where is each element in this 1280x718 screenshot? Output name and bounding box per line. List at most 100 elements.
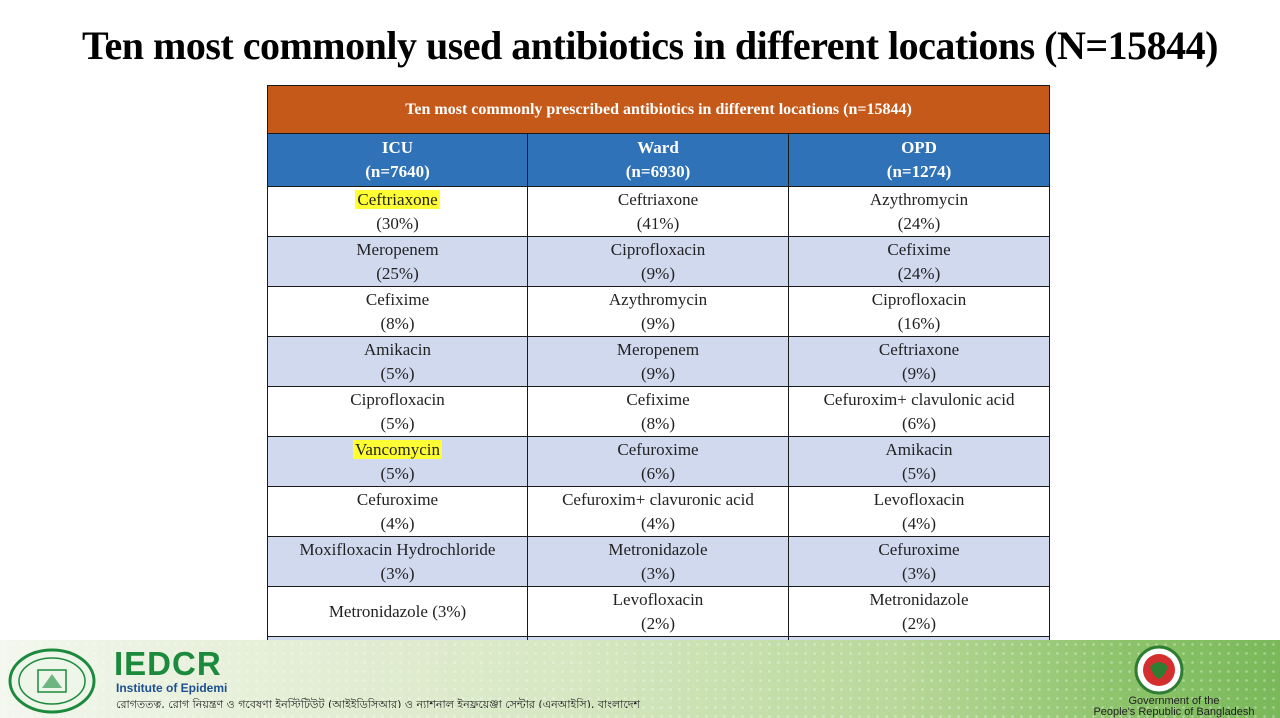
cell-ward: Ceftriaxone (41%) [527,186,789,237]
drug-name: Metronidazole (3%) [328,601,467,621]
drug-percentage: (5%) [380,363,415,383]
cell-opd: Azythromycin (24%) [787,186,1051,237]
drug-name: Metronidazole [608,539,708,559]
cell-opd: Metronidazole (2%) [787,586,1051,637]
drug-percentage: (9%) [902,363,936,383]
drug-percentage: (30%) [376,213,419,233]
drug-percentage: (9%) [641,363,675,383]
cell-ward: Levofloxacin (2%) [527,586,789,637]
slide-title: Ten most commonly used antibiotics in di… [82,23,1218,68]
drug-name: Cefuroxime [878,539,960,559]
drug-percentage: (6%) [902,413,936,433]
column-name: Ward [637,138,679,157]
cell-icu: Ceftriaxone (30%) [267,186,528,237]
table-caption: Ten most commonly prescribed antibiotics… [266,85,1051,134]
cell-opd: Amikacin (5%) [787,436,1051,487]
cell-icu: Cefixime (8%) [267,286,528,337]
antibiotics-table: Ten most commonly prescribed antibiotics… [266,85,1051,687]
drug-percentage: (2%) [641,613,675,633]
drug-percentage: (4%) [641,513,675,533]
bangladesh-government-emblem-icon [1134,645,1184,695]
cell-opd: Ciprofloxacin (16%) [787,286,1051,337]
column-count: (n=6930) [625,162,691,181]
gov-line-1: Government of the [1128,695,1220,707]
drug-percentage: (9%) [641,313,675,333]
drug-percentage: (5%) [380,413,415,433]
cell-ward: Cefixime (8%) [527,386,789,437]
drug-name: Ciprofloxacin [610,239,706,259]
drug-percentage: (4%) [380,513,415,533]
column-header-icu: ICU (n=7640) [267,133,528,187]
government-caption: Government of the People's Republic of B… [1076,696,1272,718]
drug-name: Amikacin [363,339,432,359]
table-row: Meropenem (25%) Ciprofloxacin (9%) Cefixime (… [267,236,1051,287]
drug-name: Ceftriaxone [878,339,960,359]
drug-percentage: (8%) [380,313,415,333]
table-row: Amikacin (5%) Meropenem (9%) Ceftriaxone (9%) [267,336,1051,387]
cell-ward: Ciprofloxacin (9%) [527,236,789,287]
table-row: Moxifloxacin Hydrochloride (3%) Metronidaz… [267,536,1051,587]
drug-name: Azythromycin [608,289,708,309]
drug-name: Levofloxacin [612,589,704,609]
iedcr-logo-text: IEDCR [114,645,222,682]
drug-name: Ciprofloxacin [350,389,445,409]
column-count: (n=1274) [886,162,952,181]
table-row: Ceftriaxone (30%) Ceftriaxone (41%) Azythrom… [267,186,1051,237]
iedcr-seal-icon [8,648,96,714]
cell-opd: Cefixime (24%) [787,236,1051,287]
column-name: ICU [381,138,414,157]
cell-icu: Metronidazole (3%) [267,586,528,637]
drug-name: Cefixime [887,239,951,259]
drug-percentage: (25%) [376,263,419,283]
cell-ward: Cefuroxim+ clavuronic acid (4%) [527,486,789,537]
table-row: Ciprofloxacin (5%) Cefixime (8%) Cefuroxim+ … [267,386,1051,437]
column-header-opd: OPD (n=1274) [787,133,1051,187]
drug-name: Ceftriaxone [355,189,440,209]
cell-opd: Levofloxacin (4%) [787,486,1051,537]
drug-name: Cefuroxime [617,439,699,459]
drug-percentage: (5%) [902,463,936,483]
drug-name: Metronidazole [869,589,969,609]
column-header-ward: Ward (n=6930) [527,133,789,187]
cell-icu: Ciprofloxacin (5%) [267,386,528,437]
drug-percentage: (6%) [641,463,675,483]
table-row: Cefuroxime (4%) Cefuroxim+ clavuronic acid… [267,486,1051,537]
drug-name: Azythromycin [869,189,969,209]
drug-percentage: (4%) [902,513,936,533]
cell-ward: Cefuroxime (6%) [527,436,789,487]
drug-name: Cefuroxim+ clavuronic acid [562,489,754,509]
drug-percentage: (3%) [380,563,415,583]
column-count: (n=7640) [365,162,430,181]
table-header-row: ICU (n=7640) Ward (n=6930) OPD (n=1274) [267,133,1051,187]
institute-text: Institute of Epidemi [116,681,228,695]
cell-icu: Moxifloxacin Hydrochloride (3%) [267,536,528,587]
drug-percentage: (24%) [897,213,941,233]
table-row: Metronidazole (3%) Levofloxacin (2%) Metron… [267,586,1051,637]
cell-opd: Ceftriaxone (9%) [787,336,1051,387]
column-name: OPD [901,138,937,157]
cell-icu: Meropenem (25%) [267,236,528,287]
drug-name: Moxifloxacin Hydrochloride [299,539,496,559]
bangla-institute-line: রোগতত্ত্ব, রোগ নিয়ন্ত্রণ ও গবেষণা ইনস্ট… [116,698,641,708]
drug-name: Vancomycin [353,439,442,459]
cell-icu: Amikacin (5%) [267,336,528,387]
drug-name: Ciprofloxacin [871,289,967,309]
cell-icu: Cefuroxime (4%) [267,486,528,537]
cell-icu: Vancomycin (5%) [267,436,528,487]
drug-percentage: (41%) [636,213,680,233]
table-body: Ceftriaxone (30%) Ceftriaxone (41%) Azythrom… [267,186,1051,687]
table-row: Vancomycin (5%) Cefuroxime (6%) Amikacin (5%) [267,436,1051,487]
drug-name: Amikacin [885,439,953,459]
drug-percentage: (8%) [641,413,675,433]
drug-name: Cefuroxim+ clavulonic acid [823,389,1015,409]
drug-percentage: (24%) [897,263,941,283]
drug-percentage: (2%) [902,613,936,633]
cell-opd: Cefuroxim+ clavulonic acid (6%) [787,386,1051,437]
drug-percentage: (5%) [380,463,415,483]
drug-percentage: (3%) [641,563,675,583]
drug-percentage: (3%) [902,563,936,583]
drug-percentage: (9%) [641,263,675,283]
table-caption-row: Ten most commonly prescribed antibiotics… [266,85,1051,134]
cell-ward: Metronidazole (3%) [527,536,789,587]
drug-name: Cefixime [626,389,690,409]
